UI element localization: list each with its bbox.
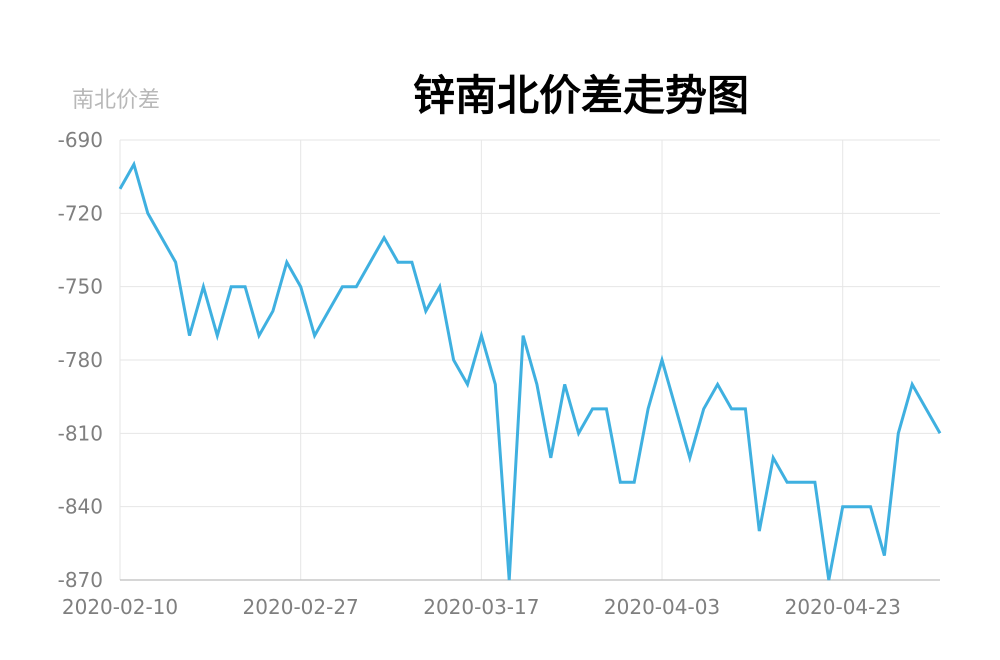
y-tick-label: -780	[58, 348, 103, 372]
y-tick-label: -720	[58, 201, 103, 225]
y-tick-label: -690	[58, 128, 103, 152]
x-tick-label: 2020-04-23	[785, 595, 901, 619]
y-tick-label: -750	[58, 275, 103, 299]
x-tick-label: 2020-04-03	[604, 595, 720, 619]
chart-title: 锌南北价差走势图	[412, 71, 749, 120]
x-tick-label: 2020-03-17	[423, 595, 539, 619]
x-axis-ticks: 2020-02-10 2020-02-27 2020-03-17 2020-04-03…	[62, 595, 901, 619]
y-axis-label: 南北价差	[72, 88, 161, 113]
x-tick-label: 2020-02-27	[243, 595, 359, 619]
y-axis-ticks: -690 -720 -750 -780 -810 -840 -870	[58, 128, 103, 592]
series-line	[118, 160, 942, 581]
x-tick-label: 2020-02-10	[62, 595, 178, 619]
y-tick-label: -840	[58, 495, 103, 519]
y-tick-label: -870	[58, 568, 103, 592]
y-tick-label: -810	[58, 421, 103, 445]
